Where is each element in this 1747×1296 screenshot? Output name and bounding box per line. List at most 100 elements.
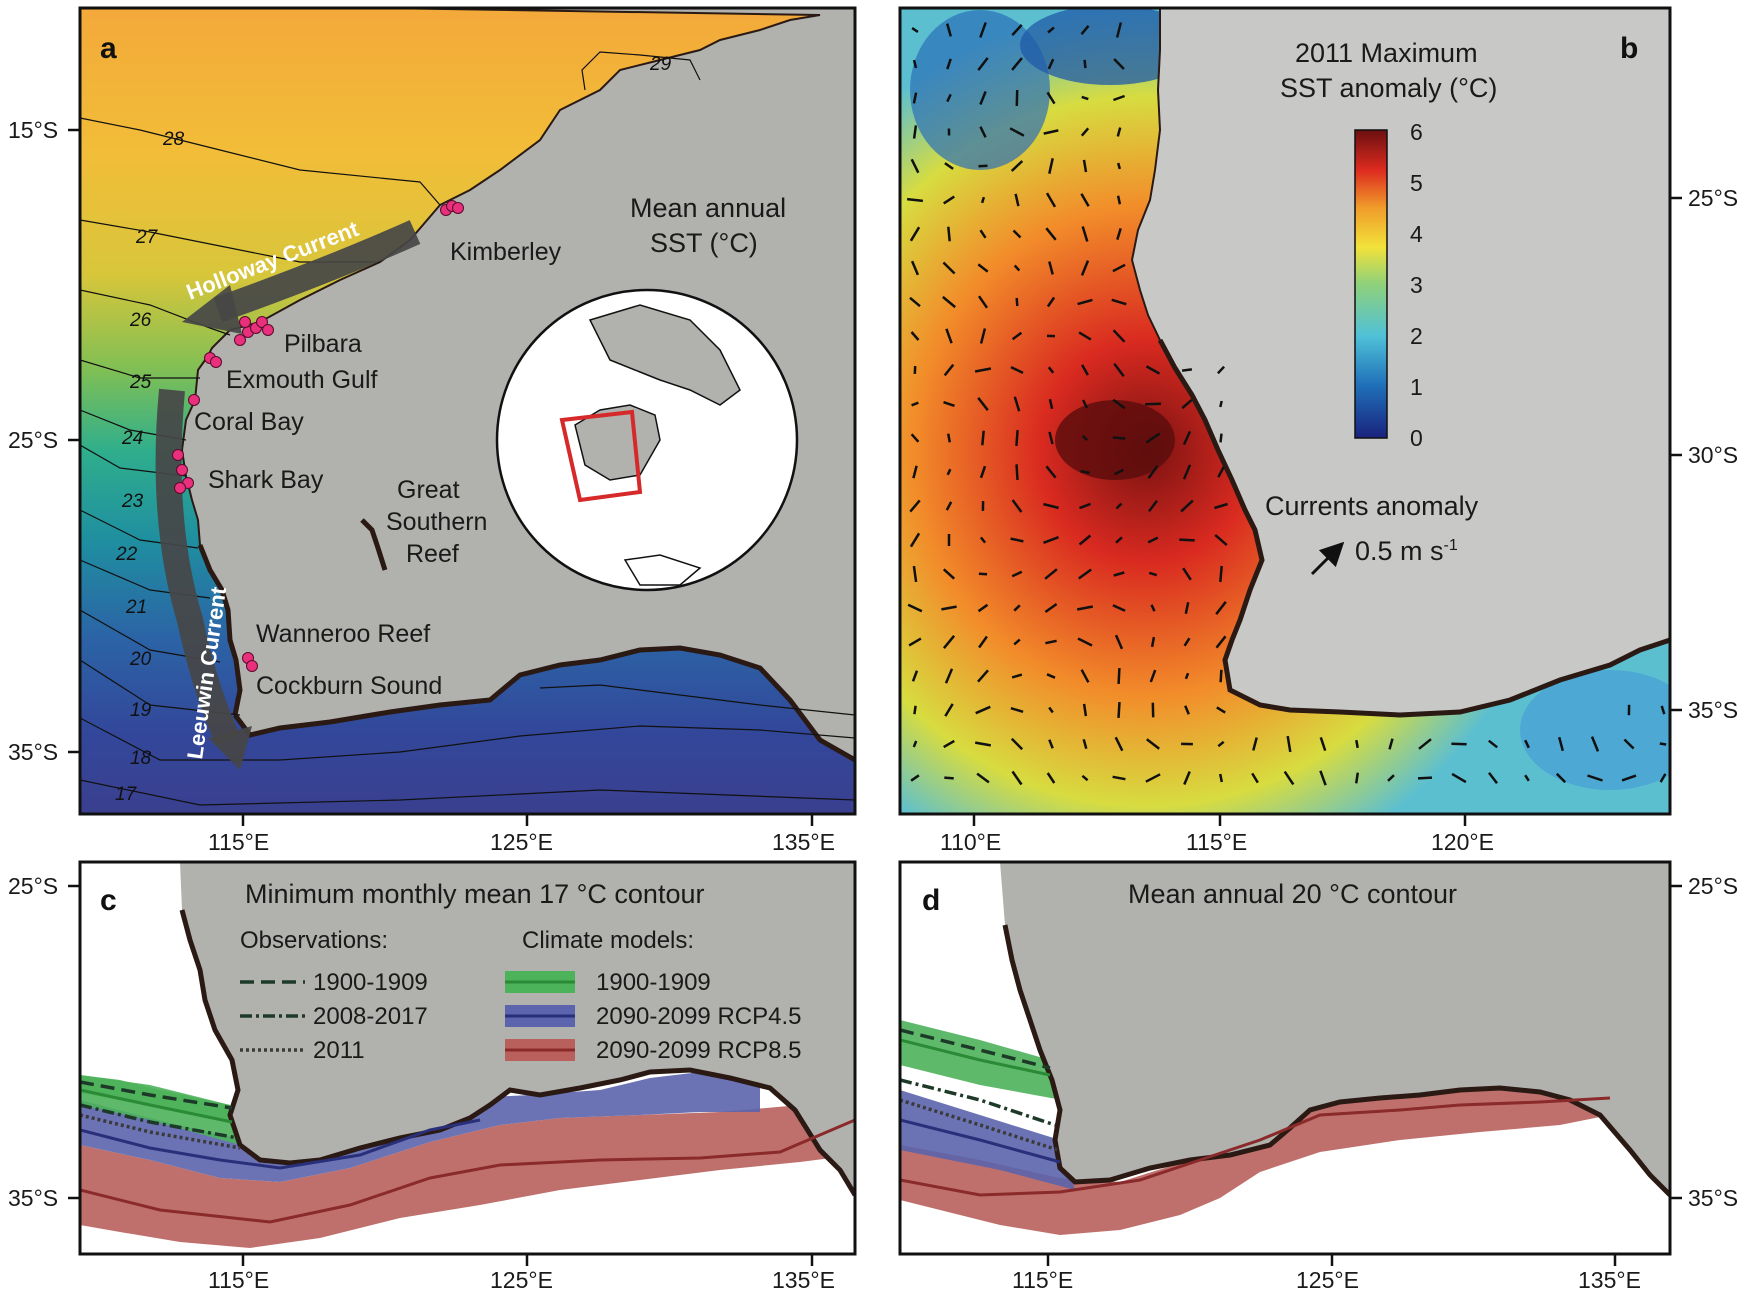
panel-c-letter: c bbox=[100, 884, 117, 917]
current-vector bbox=[1216, 706, 1226, 714]
coast-b bbox=[1157, 338, 1670, 718]
current-vector bbox=[1009, 127, 1025, 137]
coast-c bbox=[179, 909, 855, 1197]
south-coast-a bbox=[233, 645, 855, 763]
current-vector bbox=[944, 776, 954, 780]
current-vector bbox=[943, 363, 955, 377]
site-shark-bay-2 bbox=[176, 464, 188, 476]
current-vector bbox=[1112, 94, 1126, 102]
current-vector bbox=[1524, 739, 1530, 749]
current-vector bbox=[1387, 774, 1395, 782]
globe-study-box bbox=[559, 409, 643, 503]
current-vector bbox=[1217, 466, 1225, 478]
current-vector bbox=[1043, 502, 1059, 510]
current-vector bbox=[979, 465, 987, 479]
current-vector bbox=[1184, 705, 1190, 715]
c-legend-model-rcp45: 2090-2099 RCP4.5 bbox=[596, 1003, 801, 1030]
current-vector bbox=[1081, 226, 1089, 242]
a-ytick-15s: 15°S bbox=[8, 117, 58, 143]
iso-18: 18 bbox=[130, 748, 152, 769]
land-australia-c bbox=[180, 862, 855, 1195]
c-band-rcp85 bbox=[80, 1090, 855, 1248]
anomaly-cool-southeast bbox=[1520, 670, 1670, 790]
current-vector bbox=[1082, 159, 1088, 173]
iso-25: 25 bbox=[129, 372, 152, 393]
current-vector bbox=[977, 263, 989, 273]
iso-20: 20 bbox=[129, 649, 152, 670]
currents-anomaly-label: Currents anomaly bbox=[1265, 491, 1479, 521]
isotherm-labels: 29 28 27 26 25 24 23 22 21 20 19 18 17 bbox=[115, 54, 672, 805]
panel-a-title-line1: Mean annual bbox=[630, 193, 786, 223]
current-vector bbox=[1076, 605, 1094, 611]
panel-b-title-line2: SST anomaly (°C) bbox=[1280, 73, 1497, 103]
b-ytick-30s: 30°S bbox=[1688, 442, 1738, 468]
current-vector bbox=[1116, 228, 1122, 240]
current-vector bbox=[1080, 193, 1090, 207]
current-vector bbox=[1116, 127, 1122, 137]
current-vector bbox=[977, 669, 989, 683]
current-vector bbox=[1078, 331, 1092, 341]
current-vector bbox=[1354, 772, 1360, 784]
c-legend-model-rcp85: 2090-2099 RCP8.5 bbox=[596, 1037, 801, 1064]
current-vector bbox=[980, 196, 986, 204]
current-vector bbox=[912, 125, 918, 139]
current-vector bbox=[1011, 24, 1023, 36]
current-vector bbox=[1081, 364, 1089, 376]
current-vector bbox=[977, 295, 989, 309]
current-vector bbox=[1145, 365, 1161, 375]
current-vector bbox=[912, 740, 918, 748]
globe-antarctica bbox=[623, 554, 702, 586]
holloway-current-head bbox=[182, 285, 242, 334]
current-vector bbox=[909, 499, 921, 513]
current-vector bbox=[943, 195, 955, 205]
current-vector bbox=[912, 92, 918, 104]
current-vector bbox=[1045, 465, 1057, 479]
iso-22: 22 bbox=[115, 544, 138, 565]
current-vector bbox=[1046, 772, 1056, 784]
current-vector bbox=[1113, 58, 1125, 70]
current-vector bbox=[1182, 464, 1192, 480]
current-vector bbox=[1219, 433, 1223, 443]
anomaly-cool-northeast bbox=[1020, 8, 1200, 85]
panel-a-ticks bbox=[68, 128, 814, 826]
place-reef: Reef bbox=[406, 540, 459, 568]
current-vector bbox=[1010, 365, 1024, 375]
site-cockburn bbox=[246, 660, 258, 672]
current-vector bbox=[1010, 537, 1024, 543]
current-vector bbox=[1113, 362, 1125, 378]
panel-d-ticks bbox=[1046, 884, 1682, 1266]
current-vector bbox=[946, 58, 952, 70]
current-vector bbox=[1045, 639, 1057, 645]
current-vector bbox=[1150, 604, 1156, 612]
current-vector bbox=[1147, 465, 1159, 479]
current-vector bbox=[1046, 91, 1056, 105]
current-vector bbox=[1045, 192, 1057, 208]
current-vector bbox=[1149, 669, 1157, 683]
c-legend-obs-header: Observations: bbox=[240, 927, 388, 954]
iso-27: 27 bbox=[135, 227, 159, 248]
b-ytick-35s: 35°S bbox=[1688, 697, 1738, 723]
site-exmouth-2 bbox=[210, 356, 222, 368]
c-xtick-115e: 115°E bbox=[208, 1267, 269, 1293]
current-vector bbox=[1251, 772, 1259, 784]
current-vector bbox=[1011, 499, 1023, 513]
current-vector bbox=[1082, 703, 1088, 717]
current-vector bbox=[1047, 26, 1055, 34]
current-vector bbox=[947, 226, 951, 242]
site-coral-bay bbox=[188, 394, 200, 406]
current-vector bbox=[1117, 702, 1121, 718]
current-vector bbox=[943, 401, 955, 407]
current-vector bbox=[1150, 636, 1156, 648]
current-vector bbox=[912, 59, 918, 69]
a-xtick-115e: 115°E bbox=[208, 829, 269, 855]
current-vector bbox=[909, 226, 921, 242]
current-vector bbox=[979, 91, 987, 105]
current-vector bbox=[974, 741, 992, 747]
c-line-1900 bbox=[80, 1088, 233, 1124]
current-vector bbox=[974, 367, 992, 373]
current-vector bbox=[1081, 95, 1089, 101]
d-band-rcp45 bbox=[900, 1090, 1075, 1190]
current-vector bbox=[942, 635, 956, 649]
current-vector bbox=[1451, 772, 1467, 784]
current-vector bbox=[1219, 669, 1223, 683]
